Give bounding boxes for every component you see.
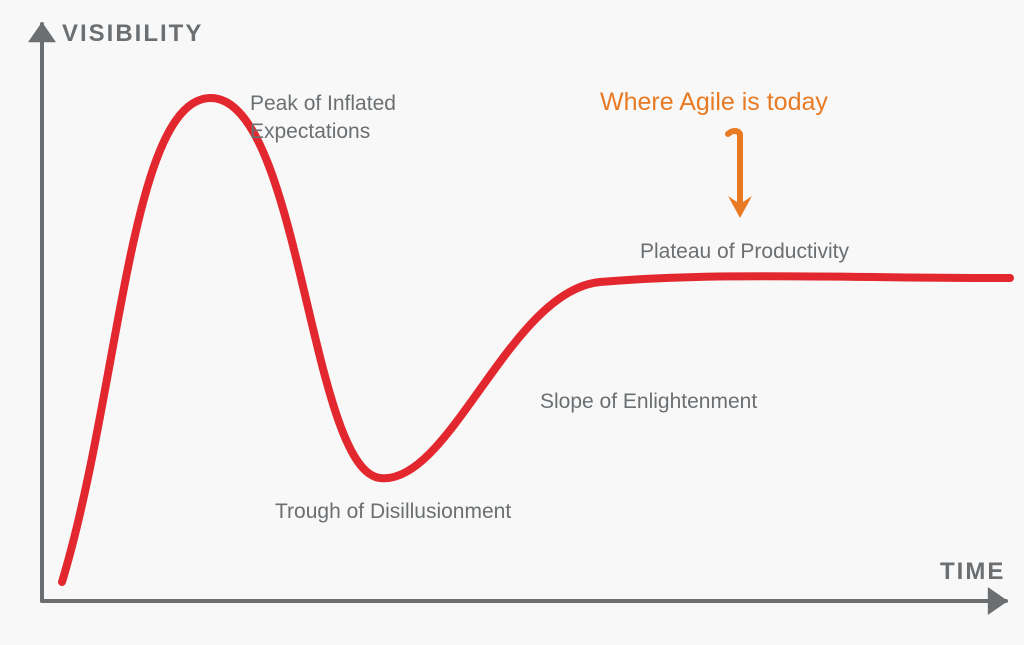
chart-svg [0,0,1024,640]
callout-where-agile-is-today: Where Agile is today [600,88,828,117]
label-slope-enlightenment: Slope of Enlightenment [540,388,757,416]
label-peak-inflated-expectations: Peak of Inflated Expectations [250,90,396,147]
x-axis-title: TIME [940,558,1005,586]
label-trough-disillusionment: Trough of Disillusionment [275,498,511,526]
y-axis-title: VISIBILITY [62,20,203,48]
hype-cycle-chart: VISIBILITY TIME Peak of Inflated Expecta… [0,0,1024,640]
label-plateau-productivity: Plateau of Productivity [640,238,849,266]
